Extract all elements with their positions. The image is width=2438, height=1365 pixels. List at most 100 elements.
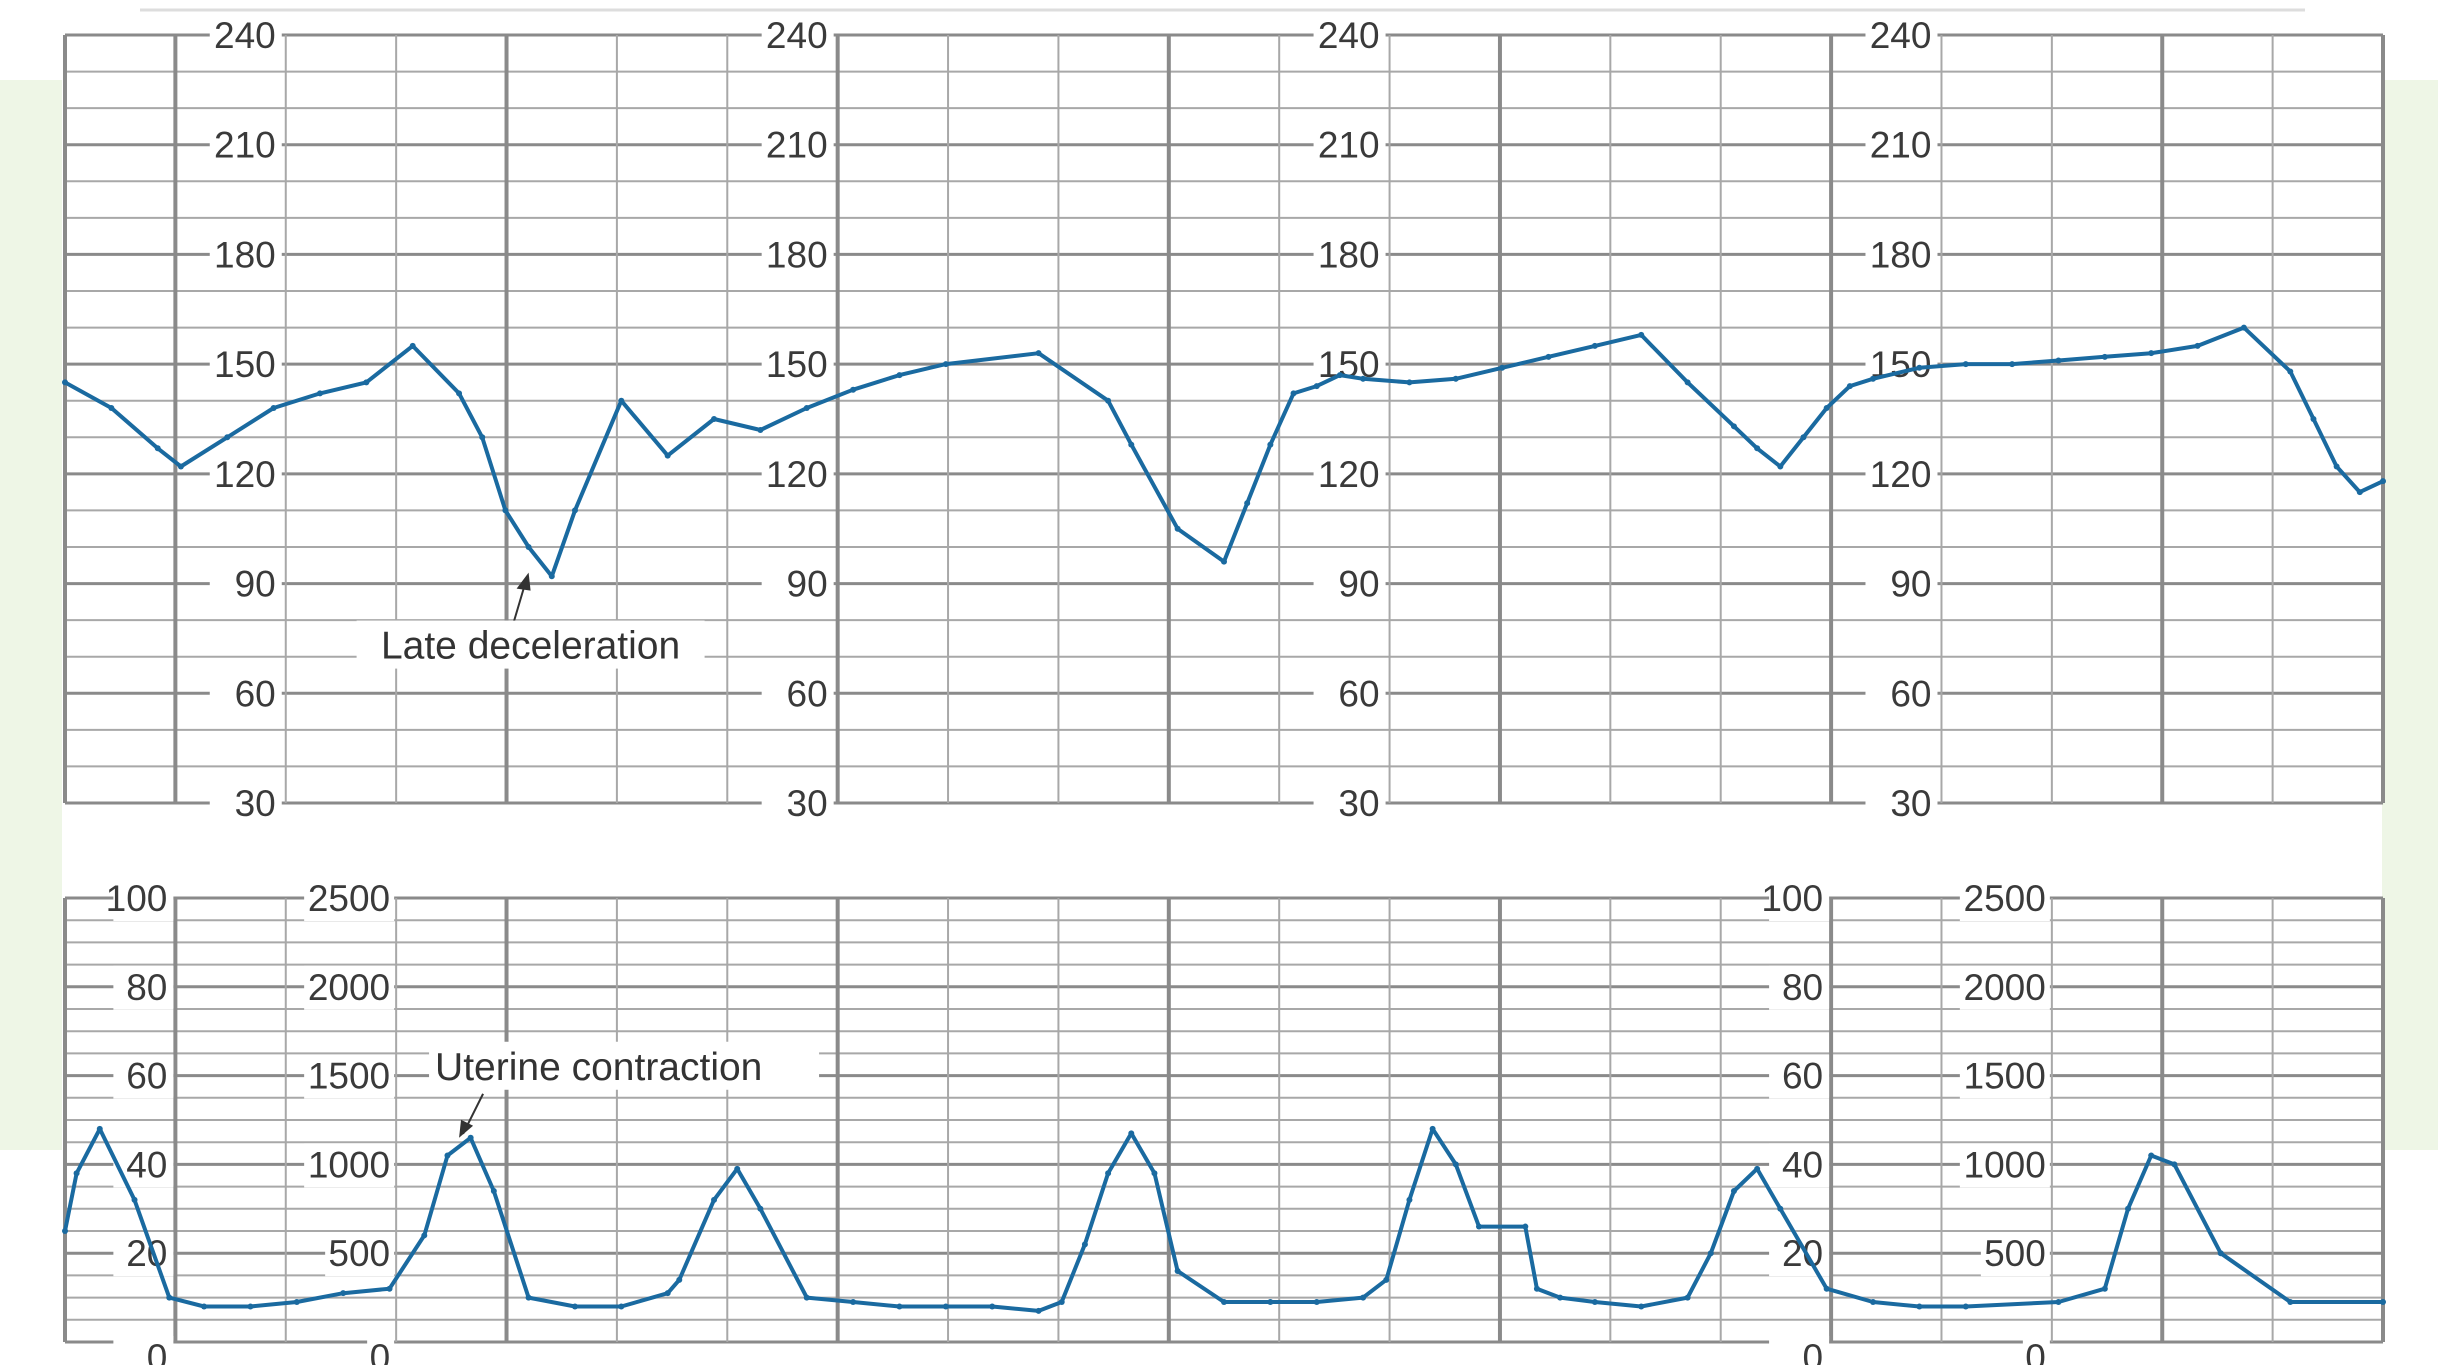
uc-trace-point <box>2055 1299 2062 1306</box>
uc-trace-point <box>571 1303 578 1310</box>
uc-trace-point <box>1383 1276 1390 1283</box>
uc-trace-point <box>1313 1299 1320 1306</box>
fhr-tick-label-bg <box>1313 781 1386 825</box>
fhr-trace-point <box>502 507 509 514</box>
fhr-tick-label: 240 <box>1318 15 1380 56</box>
fhr-trace-point <box>2240 324 2247 331</box>
fhr-trace-point <box>2333 463 2340 470</box>
fhr-trace-point <box>548 573 555 580</box>
fhr-tick-label: 240 <box>214 15 276 56</box>
uc-tick-label-bg <box>2022 1336 2050 1365</box>
uc-tick-label-bg <box>113 1232 174 1277</box>
uc-tick-label-left: 40 <box>126 1144 167 1185</box>
fhr-trace-point <box>1499 364 1506 371</box>
fhr-grid <box>63 33 2385 805</box>
uc-tick-label-bg <box>1769 1143 1830 1188</box>
uc-tick-label-left: 100 <box>106 878 168 919</box>
uc-tick-label-bg <box>113 1054 174 1099</box>
late-deceleration-label: Late deceleration <box>381 625 680 668</box>
fhr-tick-label-bg <box>1865 781 1938 825</box>
fhr-tick-label-bg <box>1313 671 1386 716</box>
uc-trace-point <box>664 1290 671 1297</box>
uc-tick-labels: 1008060402001008060402002500200015001000… <box>106 877 2050 1365</box>
fhr-tick-label-bg <box>209 342 282 387</box>
uc-tick-label-right: 1000 <box>1964 1144 2046 1185</box>
fhr-trace-point <box>479 434 486 441</box>
uc-trace-point <box>757 1205 764 1212</box>
fhr-tick-label: 90 <box>235 564 276 605</box>
fhr-trace-point <box>316 390 323 397</box>
uc-trace-point <box>247 1303 254 1310</box>
fhr-tick-label: 90 <box>787 564 828 605</box>
uterine-contraction-label: Uterine contraction <box>435 1046 762 1089</box>
uc-trace-point <box>2287 1299 2294 1306</box>
uc-trace-point <box>96 1125 103 1132</box>
fhr-trace-point <box>1244 500 1251 507</box>
uc-trace-point <box>421 1232 428 1239</box>
fhr-tick-label-bg <box>1865 122 1938 167</box>
uc-tick-label-bg <box>304 1054 395 1099</box>
uc-trace-point <box>293 1299 300 1306</box>
fhr-tick-label-bg <box>761 561 834 606</box>
uc-tick-label-right: 0 <box>370 1337 391 1365</box>
fhr-trace-point <box>2194 342 2201 349</box>
fhr-trace-point <box>1800 434 1807 441</box>
fhr-trace-point <box>154 445 161 452</box>
uc-tick-label-left: 40 <box>1782 1144 1823 1185</box>
uc-trace-point <box>525 1294 532 1301</box>
uc-trace-point <box>73 1170 80 1177</box>
uc-trace-layer <box>62 1125 2386 1314</box>
fhr-tick-label-bg <box>1865 13 1938 57</box>
fhr-trace-point <box>803 405 810 412</box>
uc-trace-point <box>711 1196 718 1203</box>
uc-tick-label-left: 60 <box>126 1056 167 1097</box>
uc-tick-label-left: 0 <box>1803 1337 1824 1365</box>
uc-trace-point <box>201 1303 208 1310</box>
uc-trace-point <box>942 1303 949 1310</box>
fhr-trace-point <box>2148 350 2155 357</box>
fhr-trace-point <box>1174 525 1181 532</box>
uc-tick-label-left: 100 <box>1761 878 1823 919</box>
uc-trace-point <box>803 1294 810 1301</box>
uc-tick-label-right: 2000 <box>308 967 390 1008</box>
fhr-trace-point <box>571 507 578 514</box>
fhr-trace-point <box>711 416 718 422</box>
fhr-trace-point <box>1290 390 1297 397</box>
uc-trace-point <box>1684 1294 1691 1301</box>
uc-trace-point <box>1707 1250 1714 1257</box>
fhr-tick-label-bg <box>209 671 282 716</box>
uc-trace-point <box>2101 1285 2108 1292</box>
uc-trace-point <box>1522 1223 1529 1230</box>
uc-trace-point <box>1533 1285 1540 1292</box>
uc-tick-label-bg <box>113 877 174 921</box>
fhr-trace-point <box>409 342 416 349</box>
uc-trace-point <box>1058 1299 1065 1306</box>
uc-trace-point <box>1870 1299 1877 1306</box>
fhr-tick-label-bg <box>1865 561 1938 606</box>
uc-trace-point <box>166 1294 173 1301</box>
fhr-trace-point <box>850 386 857 393</box>
fhr-tick-label-bg <box>1313 122 1386 167</box>
uc-trace-point <box>1557 1294 1564 1301</box>
uc-trace-point <box>989 1303 996 1310</box>
fhr-tick-label-bg <box>209 122 282 167</box>
uc-trace-point <box>618 1303 625 1310</box>
uc-tick-label-right: 2500 <box>1964 878 2046 919</box>
uc-trace-point <box>1174 1267 1181 1274</box>
fhr-trace-point <box>1221 558 1227 565</box>
fhr-tick-label-bg <box>1865 232 1938 277</box>
uc-trace-point <box>1638 1303 1645 1310</box>
uc-tick-label-left: 0 <box>147 1337 168 1365</box>
uc-tick-label-right: 1500 <box>1964 1056 2046 1097</box>
uc-tick-label-right: 500 <box>328 1233 390 1274</box>
fhr-trace-point <box>1684 379 1691 386</box>
uc-tick-label-bg <box>304 965 395 1010</box>
uc-trace-point <box>1962 1303 1969 1310</box>
fhr-trace-point <box>1777 463 1784 470</box>
fhr-trace-point <box>942 361 949 368</box>
uc-tick-label-bg <box>1959 965 2050 1010</box>
uc-tick-label-right: 2000 <box>1964 967 2046 1008</box>
uc-trace-point <box>467 1134 474 1141</box>
fhr-tick-label: 150 <box>766 344 828 385</box>
fhr-tick-label-bg <box>1313 13 1386 57</box>
